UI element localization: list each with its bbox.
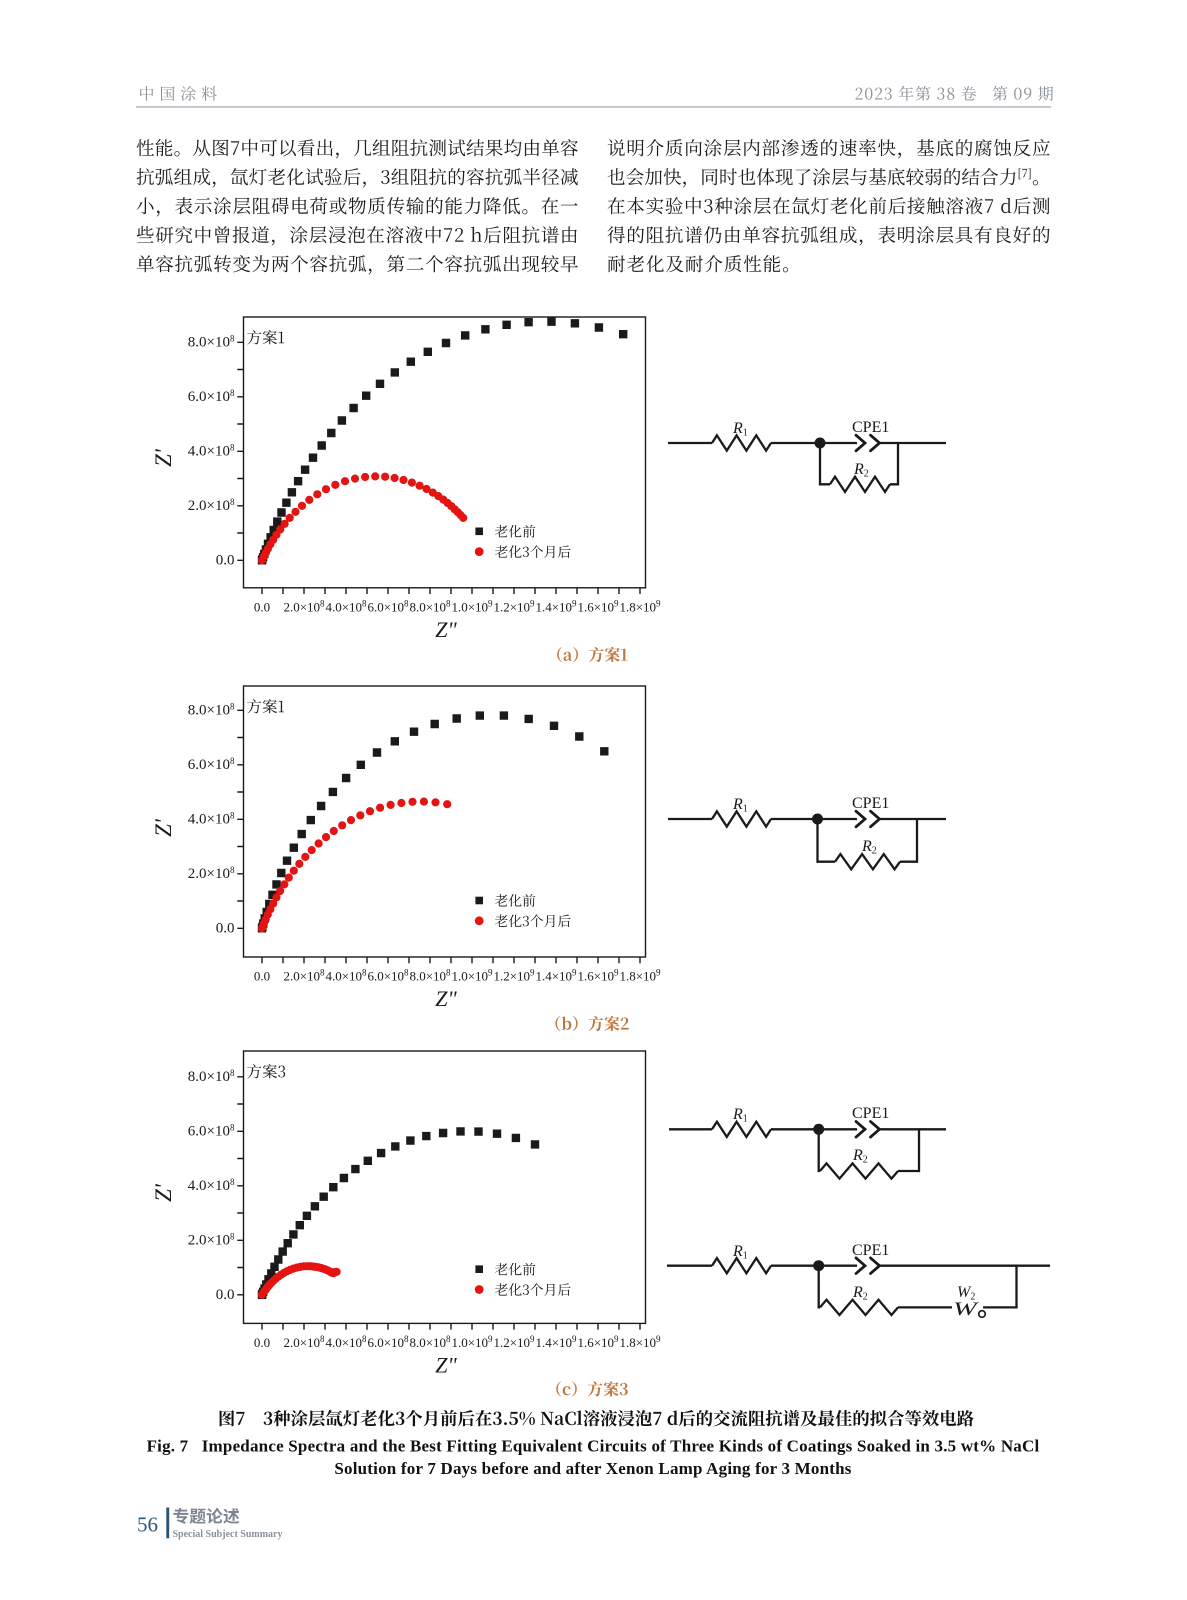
svg-text:4.0×108: 4.0×108: [325, 968, 367, 984]
svg-text:8.0×108: 8.0×108: [409, 968, 451, 984]
svg-text:1.6×109: 1.6×109: [577, 598, 619, 614]
svg-text:1.0×109: 1.0×109: [451, 598, 493, 614]
svg-text:4.0×108: 4.0×108: [188, 811, 235, 828]
svg-text:Z': Z': [151, 448, 176, 467]
svg-text:8.0×108: 8.0×108: [188, 1068, 235, 1085]
svg-text:56: 56: [137, 1513, 158, 1537]
svg-text:R1: R1: [732, 420, 748, 439]
svg-text:Z": Z": [435, 1352, 457, 1377]
svg-text:0.0: 0.0: [254, 599, 270, 614]
svg-text:0.0: 0.0: [216, 553, 235, 569]
svg-text:1.0×109: 1.0×109: [451, 968, 493, 984]
svg-text:1.4×109: 1.4×109: [535, 1334, 577, 1350]
svg-text:Z': Z': [151, 1183, 176, 1202]
svg-text:0.0: 0.0: [216, 1287, 235, 1303]
svg-text:4.0×108: 4.0×108: [325, 598, 367, 614]
svg-text:1.2×109: 1.2×109: [493, 598, 535, 614]
svg-text:Special Subject Summary: Special Subject Summary: [173, 1529, 283, 1540]
svg-text:CPE1: CPE1: [852, 1105, 889, 1122]
svg-text:8.0×108: 8.0×108: [188, 702, 235, 719]
svg-text:1.4×109: 1.4×109: [535, 598, 577, 614]
svg-text:1.4×109: 1.4×109: [535, 968, 577, 984]
svg-text:R2: R2: [852, 1147, 868, 1166]
svg-text:1.6×109: 1.6×109: [577, 1334, 619, 1350]
svg-text:R1: R1: [732, 796, 748, 815]
svg-text:R1: R1: [732, 1106, 748, 1125]
svg-text:R2: R2: [853, 461, 869, 480]
svg-text:0.0: 0.0: [254, 1335, 270, 1350]
svg-text:CPE1: CPE1: [852, 1242, 889, 1259]
svg-text:8.0×108: 8.0×108: [409, 1334, 451, 1350]
svg-text:6.0×108: 6.0×108: [188, 1123, 235, 1140]
svg-text:6.0×108: 6.0×108: [188, 756, 235, 773]
svg-text:1.8×109: 1.8×109: [619, 1334, 661, 1350]
svg-text:0.0: 0.0: [254, 969, 270, 984]
svg-text:Z": Z": [435, 617, 457, 642]
svg-text:Solution for 7 Days before and: Solution for 7 Days before and after Xen…: [334, 1459, 851, 1478]
svg-text:Z": Z": [435, 986, 457, 1011]
svg-text:R2: R2: [852, 1284, 868, 1303]
svg-text:6.0×108: 6.0×108: [367, 598, 409, 614]
svg-text:4.0×108: 4.0×108: [188, 443, 235, 460]
svg-text:1.8×109: 1.8×109: [619, 598, 661, 614]
svg-text:CPE1: CPE1: [852, 419, 889, 436]
svg-text:6.0×108: 6.0×108: [188, 388, 235, 405]
svg-text:W: W: [953, 1299, 979, 1320]
svg-text:R1: R1: [732, 1243, 748, 1262]
svg-text:2.0×108: 2.0×108: [188, 865, 235, 882]
svg-text:1.2×109: 1.2×109: [493, 1334, 535, 1350]
svg-text:2.0×108: 2.0×108: [283, 598, 325, 614]
svg-text:1.8×109: 1.8×109: [619, 968, 661, 984]
svg-text:Fig. 7 Impedance Spectra and: Fig. 7 Impedance Spectra and the Best Fi…: [147, 1437, 1040, 1456]
svg-text:2.0×108: 2.0×108: [283, 1334, 325, 1350]
svg-text:CPE1: CPE1: [852, 795, 889, 812]
svg-text:2.0×108: 2.0×108: [283, 968, 325, 984]
svg-text:Z': Z': [151, 818, 176, 837]
svg-text:6.0×108: 6.0×108: [367, 968, 409, 984]
svg-text:4.0×108: 4.0×108: [325, 1334, 367, 1350]
svg-text:8.0×108: 8.0×108: [188, 334, 235, 351]
svg-text:8.0×108: 8.0×108: [409, 598, 451, 614]
svg-text:1.6×109: 1.6×109: [577, 968, 619, 984]
svg-text:1.2×109: 1.2×109: [493, 968, 535, 984]
svg-text:2.0×108: 2.0×108: [188, 497, 235, 514]
svg-text:2.0×108: 2.0×108: [188, 1232, 235, 1249]
svg-text:1.0×109: 1.0×109: [451, 1334, 493, 1350]
svg-text:4.0×108: 4.0×108: [188, 1177, 235, 1194]
svg-text:R2: R2: [861, 838, 877, 857]
svg-text:0.0: 0.0: [216, 921, 235, 937]
svg-text:6.0×108: 6.0×108: [367, 1334, 409, 1350]
